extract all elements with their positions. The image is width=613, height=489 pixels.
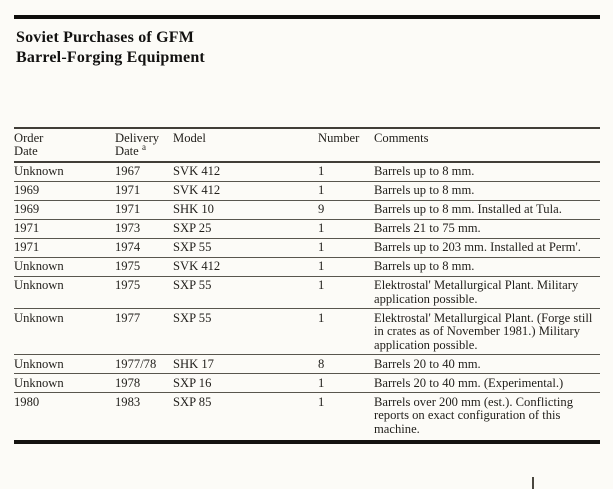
cell-order-date: 1971 [14,219,115,239]
cell-number: 1 [318,219,374,239]
table-row: 1969 1971 SHK 10 9 Barrels up to 8 mm. I… [14,200,600,220]
cell-comments: Barrels up to 8 mm. Installed at Tula. [374,200,600,220]
cell-order-date: Unknown [14,257,115,277]
table-row: 1969 1971 SVK 412 1 Barrels up to 8 mm. [14,181,600,201]
cell-comments: Barrels up to 8 mm. [374,257,600,277]
cell-number: 1 [318,394,325,409]
column-header-order-date: Order Date [14,127,115,163]
cell-order-date: Unknown [14,354,115,374]
cell-order-date: 1969 [14,200,115,220]
cell-model: SVK 412 [173,257,318,277]
cell-model: SXP 16 [173,373,318,393]
cell-model: SHK 17 [173,354,318,374]
page-title: Soviet Purchases of GFM Barrel-Forging E… [16,28,600,68]
cell-order-date: Unknown [14,308,115,355]
cell-comments: Barrels up to 8 mm. [374,161,600,182]
cell-number: 1 [318,161,374,182]
table-row: Unknown 1978 SXP 16 1 Barrels 20 to 40 m… [14,373,600,393]
cell-comments: Barrels 21 to 75 mm. [374,219,600,239]
cell-comments: Barrels 20 to 40 mm. (Experimental.) [374,373,600,393]
cell-delivery-date: 1977/78 [115,354,173,374]
cell-number: 1 [318,181,374,201]
cell-model: SVK 412 [173,161,318,182]
cell-comments: Barrels 20 to 40 mm. [374,354,600,374]
cell-delivery-date: 1978 [115,373,173,393]
document-page: Soviet Purchases of GFM Barrel-Forging E… [14,15,600,444]
cell-delivery-date: 1974 [115,238,173,258]
cell-model: SXP 55 [173,308,318,355]
cell-number: 1 [318,276,374,309]
cell-delivery-date: 1971 [115,200,173,220]
table-row: Unknown 1977/78 SHK 17 8 Barrels 20 to 4… [14,354,600,374]
cell-number: 1 [318,373,374,393]
cell-model: SVK 412 [173,181,318,201]
cell-delivery-date: 1967 [115,161,173,182]
cell-number: 9 [318,200,374,220]
cell-number: 1 [318,257,374,277]
cell-order-date: 1969 [14,181,115,201]
cell-order-date: 1980 [14,394,40,409]
column-header-number: Number [318,127,374,163]
title-line-1: Soviet Purchases of GFM [16,29,195,46]
table-row: 1971 1974 SXP 55 1 Barrels up to 203 mm.… [14,238,600,258]
cell-comments: Elektrostal' Metallurgical Plant. (Forge… [374,308,600,355]
table-header-row: Order Date Delivery Date a Model Number Commen… [14,127,600,163]
cell-delivery-date: 1973 [115,219,173,239]
cell-delivery-date: 1977 [115,308,173,355]
title-line-2: Barrel-Forging Equipment [16,49,205,66]
cell-delivery-date: 1975 [115,276,173,309]
column-header-model: Model [173,127,318,163]
bottom-rule [14,440,600,444]
column-header-delivery-date: Delivery Date a [115,127,173,163]
cell-delivery-date: 1975 [115,257,173,277]
cell-model: SXP 25 [173,219,318,239]
cell-comments: Barrels up to 8 mm. [374,181,600,201]
cell-order-date: Unknown [14,276,115,309]
cell-order-date: Unknown [14,373,115,393]
column-header-comments: Comments [374,127,600,163]
table-row: Unknown 1967 SVK 412 1 Barrels up to 8 m… [14,161,600,182]
cell-number: 1 [318,238,374,258]
cell-comments: Barrels over 200 mm (est.). Conflicting … [374,394,574,436]
cell-order-date: Unknown [14,161,115,182]
cell-order-date: 1971 [14,238,115,258]
cell-number: 8 [318,354,374,374]
cell-delivery-date: 1971 [115,181,173,201]
table-row: 1971 1973 SXP 25 1 Barrels 21 to 75 mm. [14,219,600,239]
top-rule [14,15,600,19]
scan-artifact-line [532,477,534,489]
cell-model: SXP 85 [173,394,212,409]
table-row: Unknown 1975 SXP 55 1 Elektrostal' Metal… [14,276,600,309]
cell-delivery-date: 1983 [115,394,141,409]
cell-comments: Barrels up to 203 mm. Installed at Perm'… [374,238,600,258]
cell-model: SXP 55 [173,276,318,309]
footnote-marker: a [141,141,146,152]
cell-model: SHK 10 [173,200,318,220]
purchases-table: Order Date Delivery Date a Model Number Commen… [14,127,600,438]
table-row: 1980 1983 SXP 85 1 Barrels over 200 mm (… [14,393,600,439]
cell-comments: Elektrostal' Metallurgical Plant. Milita… [374,276,600,309]
table-row: Unknown 1977 SXP 55 1 Elektrostal' Metal… [14,308,600,355]
table-row: Unknown 1975 SVK 412 1 Barrels up to 8 m… [14,257,600,277]
cell-number: 1 [318,308,374,355]
cell-model: SXP 55 [173,238,318,258]
